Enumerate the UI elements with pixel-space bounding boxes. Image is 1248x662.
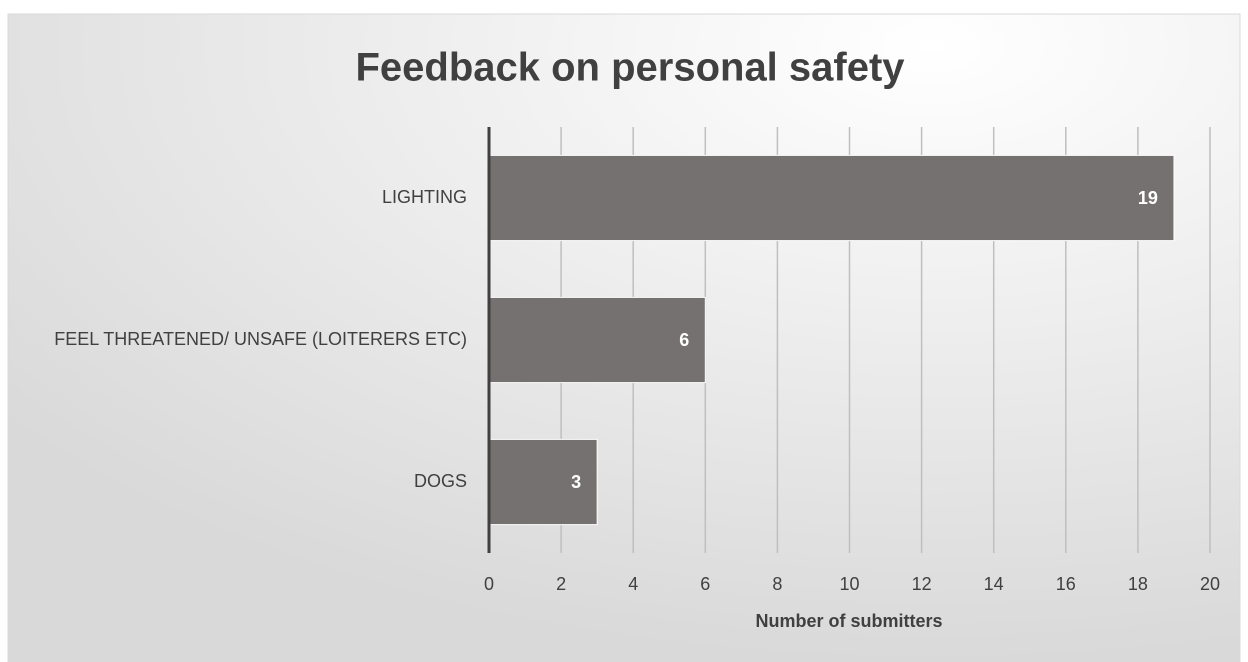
bar (488, 296, 706, 384)
y-tick-label: DOGS (414, 471, 467, 491)
y-tick-label: FEEL THREATENED/ UNSAFE (LOITERERS ETC) (54, 329, 467, 349)
y-tick-label: LIGHTING (382, 187, 467, 207)
x-tick-label: 6 (700, 574, 710, 594)
x-tick-label: 2 (556, 574, 566, 594)
x-tick-label: 18 (1128, 574, 1148, 594)
x-tick-label: 10 (839, 574, 859, 594)
x-tick-label: 8 (772, 574, 782, 594)
data-label: 6 (679, 330, 689, 350)
x-tick-label: 20 (1200, 574, 1220, 594)
x-axis-label: Number of submitters (755, 611, 942, 631)
x-tick-label: 12 (912, 574, 932, 594)
data-label: 3 (571, 472, 581, 492)
x-tick-label: 4 (628, 574, 638, 594)
bar (488, 154, 1175, 242)
data-label: 19 (1138, 188, 1158, 208)
x-tick-label: 16 (1056, 574, 1076, 594)
x-tick-label: 14 (984, 574, 1004, 594)
chart-title: Feedback on personal safety (355, 46, 905, 90)
x-tick-label: 0 (484, 574, 494, 594)
